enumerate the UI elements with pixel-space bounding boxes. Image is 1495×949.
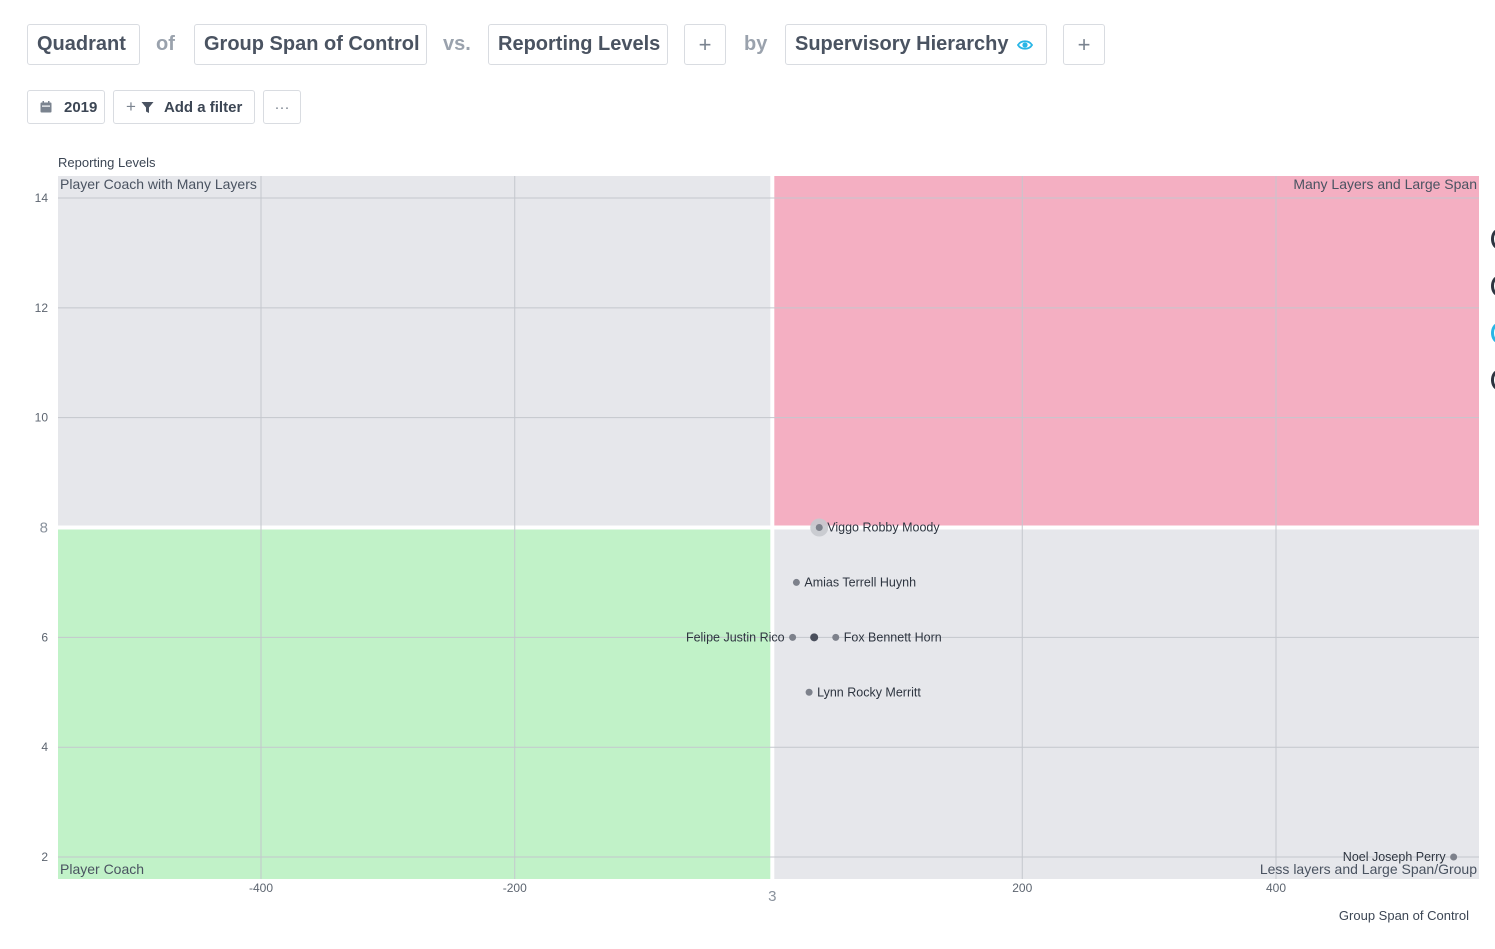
point-marker[interactable] — [1450, 853, 1458, 861]
data-point[interactable]: Lynn Rocky Merritt — [805, 685, 922, 699]
y-tick-label: 12 — [35, 301, 49, 315]
vs-joiner: vs. — [443, 33, 471, 55]
point-marker[interactable] — [792, 578, 800, 586]
y-tick-label: 10 — [35, 411, 49, 425]
measure-token[interactable]: Quadrant — [27, 24, 140, 65]
of-joiner: of — [156, 33, 175, 55]
group-by-token[interactable]: Supervisory Hierarchy — [785, 24, 1047, 65]
data-point[interactable]: Noel Joseph Perry — [1343, 850, 1458, 864]
add-filter-button[interactable]: + Add a filter — [113, 90, 255, 124]
add-filter-label: Add a filter — [163, 98, 243, 116]
data-point[interactable] — [810, 633, 819, 642]
quadrant-top-right — [774, 176, 1479, 526]
y-tick-label: 2 — [41, 850, 48, 864]
point-marker[interactable] — [815, 524, 823, 531]
add-metric-button[interactable]: + — [684, 24, 726, 65]
point-label: Amias Terrell Huynh — [804, 575, 916, 589]
group-by-label: Supervisory Hierarchy — [795, 33, 1009, 55]
y-tick-label: 14 — [35, 191, 49, 205]
calendar-icon — [40, 101, 52, 113]
point-marker[interactable] — [810, 633, 819, 642]
point-marker[interactable] — [805, 688, 813, 696]
point-marker[interactable] — [832, 633, 840, 641]
x-tick-label: -200 — [503, 881, 527, 895]
add-group-button[interactable]: + — [1063, 24, 1105, 65]
y-metric-token[interactable]: Reporting Levels — [488, 24, 668, 65]
data-point[interactable]: Viggo Robby Moody — [810, 518, 940, 537]
quadrant-bottom-right — [774, 529, 1479, 879]
quadrant-label-top-right: Many Layers and Large Span — [1293, 176, 1477, 192]
more-options-button[interactable]: ··· — [263, 90, 301, 124]
eye-icon[interactable] — [1017, 37, 1034, 53]
plus-icon: + — [126, 97, 136, 116]
point-label: Noel Joseph Perry — [1343, 850, 1447, 864]
quadrant-top-left — [58, 176, 771, 526]
quadrant-label-bottom-right: Less layers and Large Span/Group — [1260, 861, 1477, 877]
point-label: Lynn Rocky Merritt — [817, 685, 921, 699]
x-threshold-label: 3 — [768, 888, 776, 905]
x-axis-title: Group Span of Control — [1339, 908, 1469, 923]
quadrant-label-top-left: Player Coach with Many Layers — [60, 176, 257, 192]
by-joiner: by — [744, 33, 768, 55]
data-point[interactable]: Amias Terrell Huynh — [792, 575, 916, 589]
y-axis-title: Reporting Levels — [58, 155, 156, 170]
y-threshold-label: 8 — [40, 520, 48, 537]
y-metric-label: Reporting Levels — [498, 33, 661, 55]
x-tick-label: 400 — [1266, 881, 1286, 895]
y-tick-label: 6 — [41, 630, 48, 644]
quadrant-chart: Reporting Levels -400 -200 200 400 2 4 6 10 12 14… — [0, 140, 1495, 944]
data-point[interactable]: Fox Bennett Horn — [832, 630, 942, 644]
plus-icon: + — [1077, 31, 1091, 57]
y-tick-label: 4 — [41, 740, 48, 754]
quadrant-bottom-left — [58, 529, 771, 879]
x-metric-label: Group Span of Control — [204, 33, 420, 55]
year-filter-chip[interactable]: 2019 — [27, 90, 105, 124]
ellipsis-icon: ··· — [274, 98, 290, 116]
point-label: Viggo Robby Moody — [827, 521, 940, 535]
quadrant-chart-svg: Reporting Levels -400 -200 200 400 2 4 6 10 12 14… — [35, 155, 1479, 923]
year-filter-label: 2019 — [64, 98, 98, 116]
plus-icon: + — [698, 31, 712, 57]
x-tick-label: -400 — [249, 881, 273, 895]
x-metric-token[interactable]: Group Span of Control — [194, 24, 427, 65]
measure-label: Quadrant — [37, 33, 126, 55]
quadrant-label-bottom-left: Player Coach — [60, 861, 144, 877]
filter-funnel-icon — [141, 101, 154, 113]
point-marker[interactable] — [789, 633, 797, 641]
data-point[interactable]: Felipe Justin Rico — [686, 630, 797, 644]
x-tick-label: 200 — [1012, 881, 1032, 895]
point-label: Felipe Justin Rico — [686, 630, 785, 644]
point-label: Fox Bennett Horn — [844, 630, 942, 644]
